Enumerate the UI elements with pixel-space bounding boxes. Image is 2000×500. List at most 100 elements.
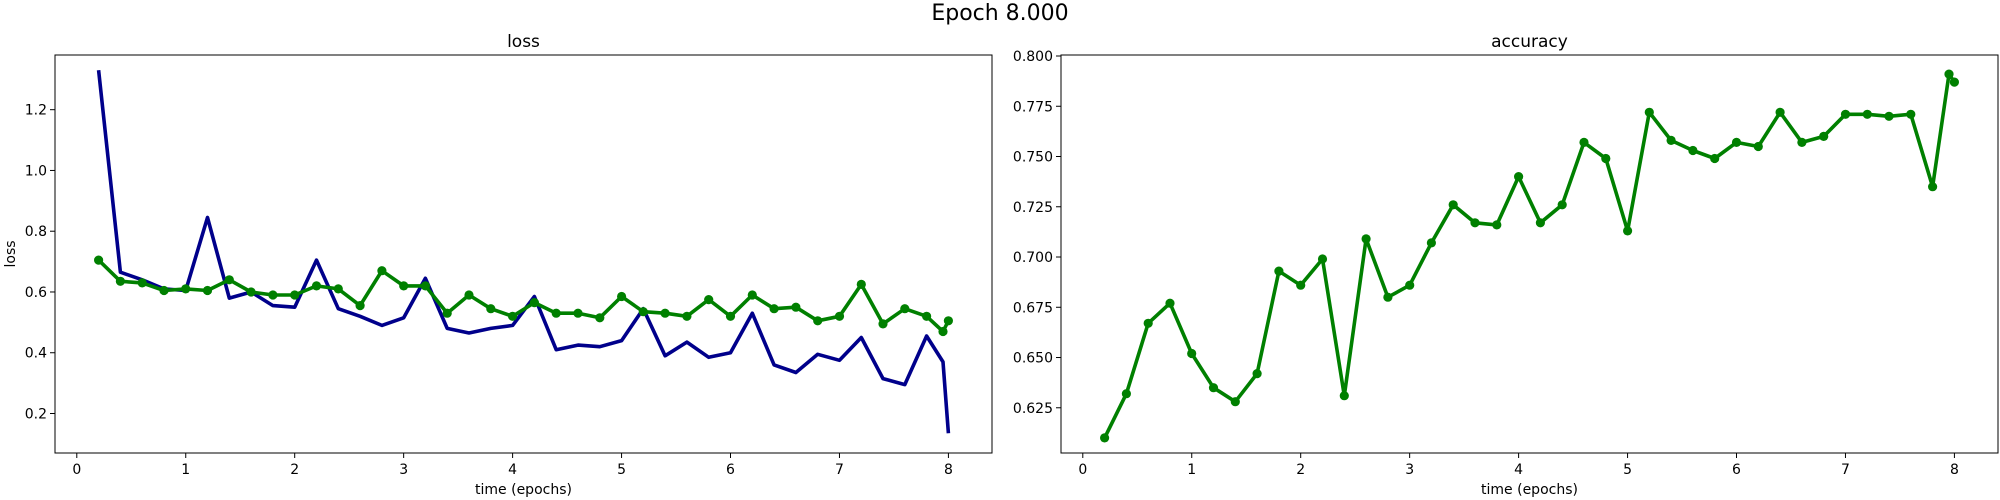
x-tick-label: 7 bbox=[835, 462, 844, 478]
x-tick-label: 0 bbox=[72, 462, 81, 478]
x-tick-label: 8 bbox=[1950, 462, 1959, 478]
y-tick-label: 1.2 bbox=[25, 103, 47, 119]
data-point bbox=[246, 287, 256, 297]
data-point bbox=[1143, 318, 1153, 328]
axes-frame bbox=[1060, 54, 1999, 454]
data-point bbox=[1448, 200, 1458, 210]
data-point bbox=[551, 308, 561, 318]
data-point bbox=[399, 281, 409, 291]
x-tick-label: 3 bbox=[399, 462, 408, 478]
x-tick-label: 2 bbox=[1296, 462, 1305, 478]
data-point bbox=[747, 290, 757, 300]
x-tick-label: 4 bbox=[1514, 462, 1523, 478]
data-point bbox=[1753, 141, 1763, 152]
data-point bbox=[420, 281, 430, 291]
data-point bbox=[1928, 182, 1938, 192]
data-point bbox=[1710, 153, 1720, 164]
data-point bbox=[1165, 298, 1175, 308]
data-point bbox=[1230, 397, 1240, 407]
data-point bbox=[1492, 220, 1502, 230]
data-point bbox=[1601, 153, 1611, 164]
x-tick-label: 5 bbox=[617, 462, 626, 478]
data-point bbox=[224, 275, 234, 285]
data-point bbox=[1274, 266, 1284, 276]
data-point bbox=[595, 313, 605, 323]
data-point bbox=[377, 266, 387, 276]
data-point bbox=[1361, 234, 1371, 244]
data-point bbox=[813, 316, 823, 326]
data-point bbox=[769, 304, 779, 314]
y-tick-label: 0.625 bbox=[1013, 401, 1053, 417]
chart-panel-loss: 0 1 2 3 4 5 6 7 8 0.2 0.4 0.6 0.8 1.0 1.2 loss time (epo… bbox=[3, 32, 993, 498]
data-point bbox=[486, 304, 496, 314]
x-tick-label: 6 bbox=[1732, 462, 1741, 478]
data-point bbox=[1775, 107, 1785, 117]
data-point bbox=[1840, 109, 1851, 119]
data-point bbox=[1579, 137, 1589, 147]
data-point bbox=[1644, 107, 1654, 117]
data-point bbox=[1208, 383, 1219, 393]
data-point bbox=[1514, 172, 1524, 182]
data-point bbox=[1819, 131, 1829, 141]
data-point bbox=[682, 311, 692, 321]
data-point bbox=[938, 326, 948, 337]
y-tick-label: 0.800 bbox=[1013, 49, 1053, 65]
data-point bbox=[791, 302, 801, 312]
data-point bbox=[1187, 348, 1197, 359]
data-point bbox=[1405, 280, 1415, 290]
y-tick-label: 0.700 bbox=[1013, 250, 1053, 266]
data-point bbox=[1470, 218, 1480, 228]
data-point bbox=[1252, 369, 1262, 379]
data-point bbox=[638, 307, 648, 317]
data-point bbox=[333, 284, 343, 294]
data-point bbox=[1906, 109, 1916, 119]
data-point bbox=[290, 290, 300, 300]
data-point bbox=[1339, 391, 1349, 401]
data-point bbox=[1944, 69, 1954, 79]
y-tick-label: 0.4 bbox=[25, 346, 47, 362]
series-line-0 bbox=[96, 70, 951, 434]
data-point bbox=[900, 304, 910, 314]
data-point bbox=[94, 255, 104, 265]
y-tick-label: 0.6 bbox=[25, 285, 47, 301]
y-axis-label: loss bbox=[3, 240, 19, 267]
data-point bbox=[922, 311, 932, 321]
chart-panel-accuracy: 0 1 2 3 4 5 6 7 8 0.625 0.650 0.675 0.700 0.725 0.750 0… bbox=[1013, 32, 1999, 498]
data-point bbox=[878, 319, 888, 329]
x-tick-label: 5 bbox=[1623, 462, 1632, 478]
data-point bbox=[1949, 77, 1959, 87]
y-tick-label: 0.650 bbox=[1013, 351, 1053, 367]
data-point bbox=[856, 279, 866, 289]
x-tick-label: 4 bbox=[508, 462, 517, 478]
data-point bbox=[1317, 254, 1328, 264]
data-point bbox=[1623, 226, 1633, 236]
x-tick-label: 3 bbox=[1405, 462, 1414, 478]
y-tick-label: 0.725 bbox=[1013, 200, 1053, 216]
x-tick-label: 1 bbox=[1187, 462, 1196, 478]
data-point bbox=[311, 281, 322, 291]
data-point bbox=[202, 285, 213, 296]
data-point bbox=[1100, 433, 1110, 443]
data-point bbox=[181, 284, 191, 294]
axes-frame bbox=[54, 54, 993, 454]
figure-title: Epoch 8.000 bbox=[931, 1, 1068, 26]
x-tick-label: 0 bbox=[1078, 462, 1087, 478]
data-point bbox=[1862, 109, 1872, 119]
data-point bbox=[442, 308, 452, 318]
x-tick-label: 1 bbox=[181, 462, 190, 478]
y-tick-label: 0.775 bbox=[1013, 99, 1053, 115]
data-point bbox=[725, 311, 736, 321]
y-tick-label: 0.2 bbox=[25, 407, 47, 423]
data-point bbox=[137, 278, 147, 288]
data-point bbox=[1797, 137, 1807, 147]
y-tick-label: 0.750 bbox=[1013, 150, 1053, 166]
data-point bbox=[1557, 200, 1567, 210]
data-point bbox=[1666, 135, 1676, 145]
data-point bbox=[355, 301, 365, 311]
x-tick-label: 6 bbox=[726, 462, 735, 478]
data-point bbox=[834, 311, 845, 321]
x-tick-label: 8 bbox=[944, 462, 953, 478]
chart-title: loss bbox=[507, 32, 540, 52]
data-point bbox=[1121, 389, 1131, 399]
